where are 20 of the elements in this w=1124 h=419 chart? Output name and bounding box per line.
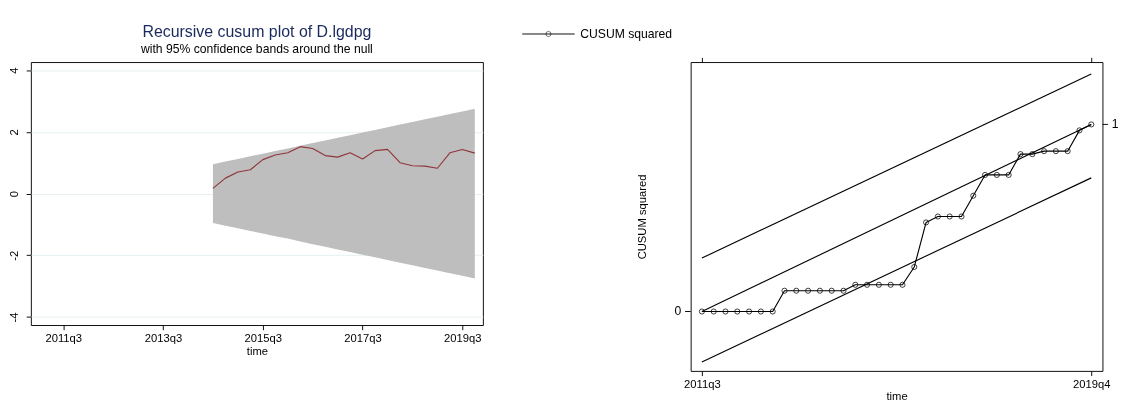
x-tick-label: 2013q3 xyxy=(144,332,183,345)
chart-subtitle: with 95% confidence bands around the null xyxy=(139,41,373,56)
x-axis-title: time xyxy=(886,390,908,403)
x-axis-title: time xyxy=(246,344,268,357)
legend-label: CUSUM squared xyxy=(580,26,673,41)
y-tick-label: 2 xyxy=(8,129,21,136)
x-tick-label: 2019q3 xyxy=(444,332,482,345)
y-axis-title: CUSUM squared xyxy=(636,174,649,260)
x-tick-label: 2011q3 xyxy=(45,332,83,345)
y-tick-label: -4 xyxy=(8,312,21,323)
annotation: 1 xyxy=(1111,117,1119,132)
x-tick-label: 2011q3 xyxy=(684,378,721,391)
y-tick-label: 0 xyxy=(8,190,21,198)
chart-title: Recursive cusum plot of D.lgdpg xyxy=(142,22,372,40)
x-tick-label: 2015q3 xyxy=(244,332,283,345)
x-tick-label: 2017q3 xyxy=(344,332,382,345)
annotation: 0 xyxy=(674,304,682,319)
x-tick-label: 2019q4 xyxy=(1073,378,1111,391)
y-tick-label: 4 xyxy=(8,67,21,74)
y-tick-label: -2 xyxy=(8,250,21,261)
